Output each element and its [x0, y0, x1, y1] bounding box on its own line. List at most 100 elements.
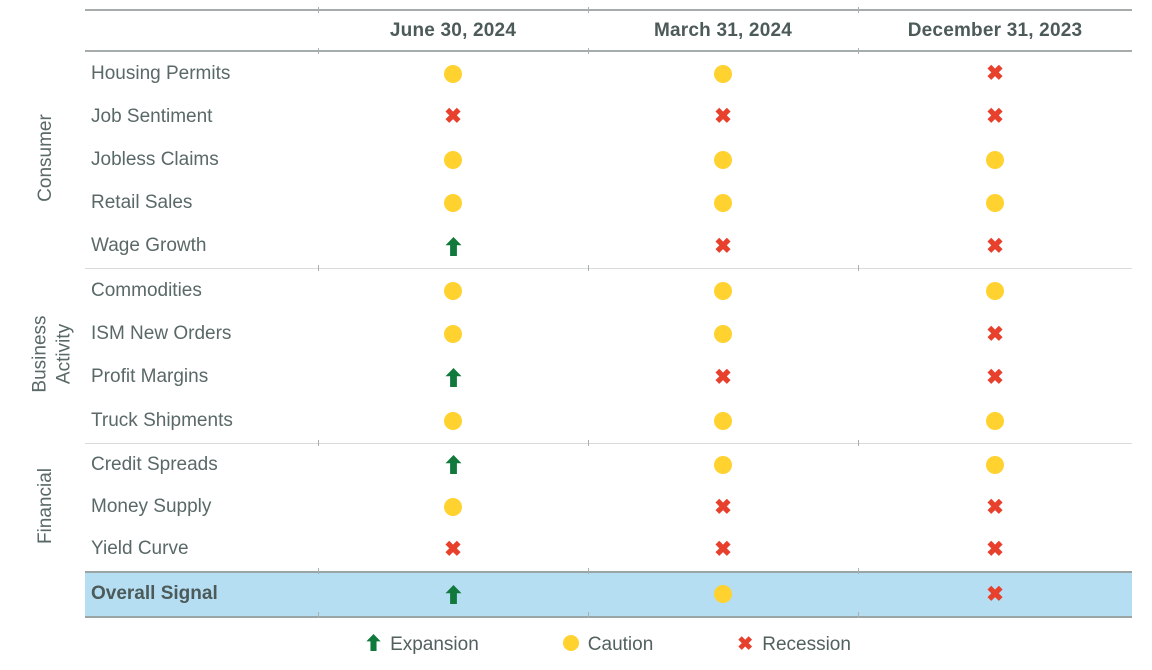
- status-cell: ✖: [318, 106, 588, 127]
- status-cell: [588, 585, 858, 604]
- group-label-consumer: Consumer: [35, 114, 57, 202]
- indicator-label: Jobless Claims: [91, 148, 219, 170]
- group-label-business-activity: Business Activity: [29, 315, 74, 393]
- status-cell: [318, 194, 588, 213]
- caution-dot-icon: [714, 585, 732, 604]
- status-cell: [318, 411, 588, 430]
- status-cell: [318, 498, 588, 517]
- caution-dot-icon: [444, 281, 462, 300]
- caution-dot-icon: [986, 411, 1004, 430]
- expansion-arrow-icon: [445, 236, 461, 256]
- section-business-activity: Commodities ISM New Orders ✖ Profit Margins…: [85, 269, 1132, 444]
- column-header-december-31-2023: December 31, 2023: [907, 19, 1083, 41]
- column-header-june-30-2024: June 30, 2024: [389, 19, 517, 41]
- status-cell: ✖: [858, 367, 1132, 388]
- column-divider-tick: [318, 48, 319, 54]
- table-header-row: June 30, 2024 March 31, 2024 December 31…: [85, 9, 1132, 52]
- indicator-row: Housing Permits ✖: [85, 52, 1132, 95]
- column-divider-tick: [858, 7, 859, 13]
- column-divider-tick: [858, 48, 859, 54]
- status-cell: ✖: [588, 106, 858, 127]
- column-divider-tick: [858, 440, 859, 446]
- legend: Expansion Caution ✖ Recession: [85, 628, 1132, 662]
- column-divider-tick: [858, 612, 859, 618]
- indicator-row: Commodities: [85, 269, 1132, 312]
- status-cell: ✖: [858, 497, 1132, 518]
- status-cell: ✖: [858, 324, 1132, 345]
- legend-label-recession: Recession: [762, 634, 851, 655]
- caution-dot-icon: [714, 411, 732, 430]
- recession-x-icon: ✖: [986, 322, 1004, 346]
- column-header-march-31-2024: March 31, 2024: [654, 19, 792, 41]
- caution-dot-icon: [986, 455, 1004, 474]
- column-divider-tick: [858, 568, 859, 574]
- caution-dot-icon: [714, 150, 732, 169]
- column-divider-tick: [588, 48, 589, 54]
- column-divider-tick: [318, 265, 319, 271]
- recession-x-icon: ✖: [986, 537, 1004, 561]
- caution-dot-icon: [714, 325, 732, 344]
- status-cell: [588, 455, 858, 474]
- status-cell: [588, 325, 858, 344]
- indicator-label: Housing Permits: [91, 62, 231, 84]
- indicator-row: Job Sentiment ✖ ✖ ✖: [85, 95, 1132, 138]
- status-cell: [588, 64, 858, 83]
- indicator-label: Yield Curve: [91, 538, 189, 560]
- legend-item-recession: ✖ Recession: [737, 634, 851, 656]
- status-cell: [588, 194, 858, 213]
- recession-x-icon: ✖: [444, 537, 462, 561]
- status-cell: ✖: [858, 584, 1132, 605]
- status-cell: [318, 455, 588, 475]
- caution-dot-icon: [714, 281, 732, 300]
- indicator-row: ISM New Orders ✖: [85, 312, 1132, 355]
- overall-signal-label: Overall Signal: [91, 583, 218, 605]
- status-cell: [318, 150, 588, 169]
- indicator-label: Wage Growth: [91, 235, 207, 257]
- caution-dot-icon: [444, 498, 462, 517]
- expansion-arrow-icon: [445, 367, 461, 387]
- indicator-row: Truck Shipments: [85, 399, 1132, 442]
- status-cell: [858, 455, 1132, 474]
- recession-x-icon: ✖: [986, 234, 1004, 258]
- column-divider-tick: [318, 568, 319, 574]
- column-divider-tick: [588, 568, 589, 574]
- status-cell: ✖: [858, 106, 1132, 127]
- recession-x-icon: ✖: [714, 234, 732, 258]
- table-body: Housing Permits ✖ Job Sentiment ✖ ✖ ✖ Jobless …: [85, 52, 1132, 571]
- status-cell: ✖: [858, 63, 1132, 84]
- status-cell: [858, 281, 1132, 300]
- status-cell: [318, 584, 588, 604]
- column-divider-tick: [588, 7, 589, 13]
- recession-x-icon: ✖: [714, 495, 732, 519]
- recession-x-icon: ✖: [714, 537, 732, 561]
- column-divider-tick: [588, 265, 589, 271]
- group-label-financial: Financial: [35, 467, 57, 545]
- expansion-arrow-icon: [445, 455, 461, 475]
- indicator-label: Commodities: [91, 279, 202, 301]
- recession-x-icon: ✖: [986, 582, 1004, 606]
- legend-label-expansion: Expansion: [390, 634, 479, 655]
- caution-dot-icon: [444, 150, 462, 169]
- status-cell: [858, 194, 1132, 213]
- indicator-row: Yield Curve ✖ ✖ ✖: [85, 528, 1132, 570]
- recession-x-icon: ✖: [986, 495, 1004, 519]
- indicator-label: Money Supply: [91, 496, 212, 518]
- recession-x-icon: ✖: [986, 105, 1004, 129]
- status-cell: ✖: [858, 236, 1132, 257]
- recession-x-icon: ✖: [714, 105, 732, 129]
- caution-dot-icon: [444, 325, 462, 344]
- indicator-label: Retail Sales: [91, 192, 193, 214]
- caution-dot-icon: [714, 194, 732, 213]
- indicator-row: Retail Sales: [85, 182, 1132, 225]
- legend-item-expansion: Expansion: [366, 634, 479, 656]
- overall-signal-row: Overall Signal ✖: [85, 570, 1132, 618]
- status-cell: [318, 325, 588, 344]
- recession-x-icon: ✖: [986, 365, 1004, 389]
- expansion-arrow-icon: [445, 584, 461, 604]
- status-cell: [858, 150, 1132, 169]
- caution-dot-icon: [714, 455, 732, 474]
- status-cell: [588, 150, 858, 169]
- caution-dot-icon: [444, 64, 462, 83]
- caution-dot-icon: [444, 194, 462, 213]
- status-cell: [318, 236, 588, 256]
